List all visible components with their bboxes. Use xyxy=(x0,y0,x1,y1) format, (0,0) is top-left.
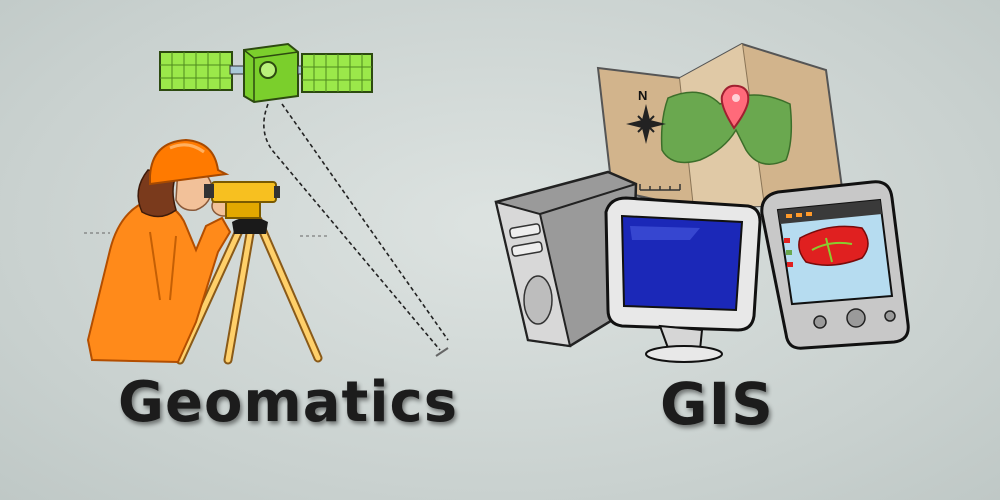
satellite-body xyxy=(243,42,299,104)
satellite-icon xyxy=(159,42,373,104)
jacket xyxy=(86,198,232,364)
tripod xyxy=(175,215,323,365)
tablet-map-region xyxy=(798,225,869,266)
compass-icon: N xyxy=(626,88,666,144)
computer-tower-icon xyxy=(494,170,638,348)
hard-hat xyxy=(149,138,230,186)
monitor-icon xyxy=(604,196,762,363)
north-letter: N xyxy=(638,88,647,103)
solar-panel-right xyxy=(301,53,373,93)
tablet-icon xyxy=(760,180,910,350)
solar-panel-left xyxy=(159,51,233,91)
surveyor-icon xyxy=(84,138,330,365)
gis-label: GIS xyxy=(660,370,774,438)
location-pin-icon xyxy=(720,84,750,130)
level-instrument xyxy=(204,181,280,219)
geomatics-label: Geomatics xyxy=(118,370,459,435)
signal-beam xyxy=(263,103,449,357)
